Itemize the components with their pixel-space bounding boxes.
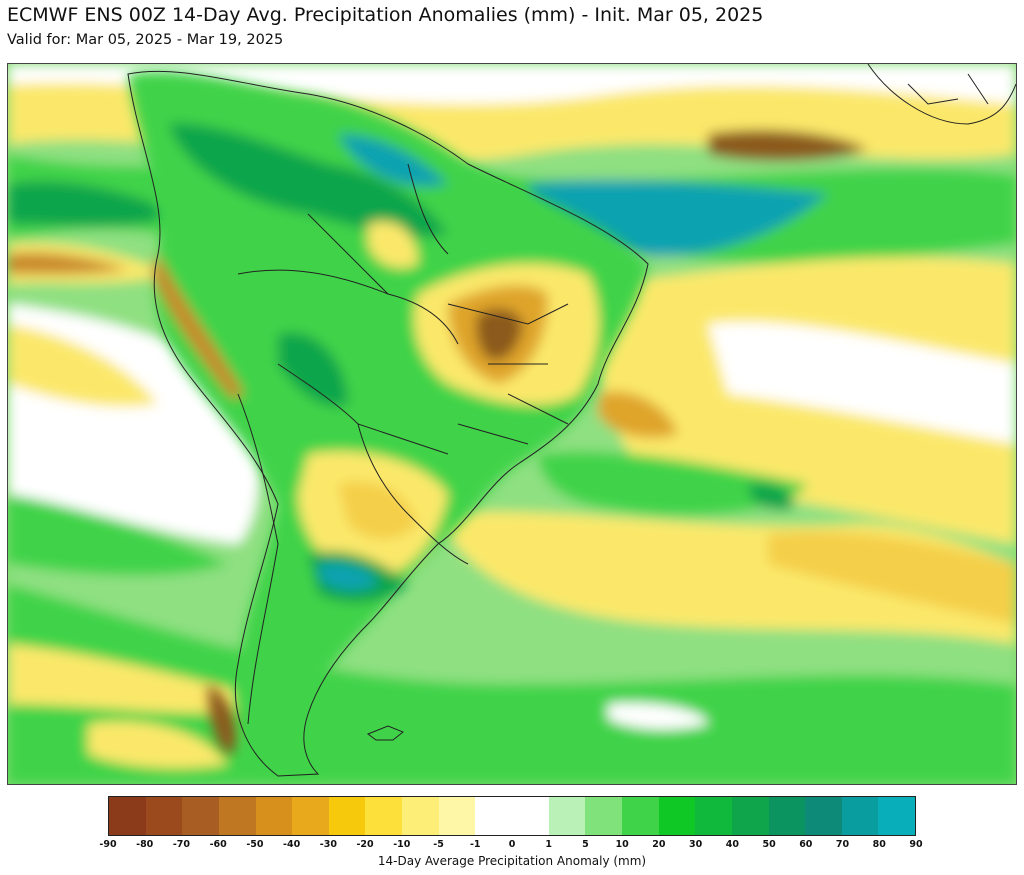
colorbar-cell	[328, 797, 366, 835]
colorbar-tick-label: -5	[433, 839, 444, 850]
colorbar-tick-label: 20	[652, 839, 666, 850]
dry-strong-atlantic-north	[708, 129, 868, 161]
border-chile-argentina	[237, 393, 279, 725]
dry-cape-horn-west	[88, 721, 228, 769]
country-borders	[127, 64, 1016, 777]
colorbar-cell	[109, 797, 146, 835]
dry-medium-uruguay	[338, 481, 418, 539]
colorbar-cells	[108, 796, 916, 836]
colorbar-cell	[731, 797, 769, 835]
colorbar-tick-label: -90	[99, 839, 117, 850]
neutral-atlantic	[708, 322, 1016, 444]
colorbar-cell	[402, 797, 439, 835]
dry-strong-patagonia-coast	[208, 684, 237, 754]
map-title: ECMWF ENS 00Z 14-Day Avg. Precipitation …	[7, 4, 764, 26]
dry-atlantic-coast	[598, 391, 678, 438]
colorbar-cell	[878, 797, 916, 835]
wet-strong-amazon-north	[168, 123, 448, 237]
colorbar-tick-label: 40	[725, 839, 739, 850]
wet-south-atlantic-cells	[538, 451, 808, 516]
border-venezuela-brazil	[407, 163, 449, 255]
dry-light-pacific	[8, 324, 158, 407]
colorbar-cell	[585, 797, 622, 835]
south-america-wet	[128, 71, 648, 776]
border-brazil-peru-bolivia	[237, 269, 459, 345]
dry-medium-south-atlantic	[768, 531, 1016, 624]
colorbar-ticks: -90 -80 -70 -60 -50 -40 -30 -20 -10 -5 -1 0 1 5 10 20 30…	[99, 839, 922, 853]
wet-max-guianas	[338, 134, 448, 187]
colorbar-tick-label: -50	[246, 839, 264, 850]
colorbar-tick-label: -10	[393, 839, 411, 850]
colorbar-tick-label: -1	[469, 839, 481, 850]
colorbar-cell	[438, 797, 476, 835]
colorbar-tick-label: 70	[835, 839, 850, 850]
colorbar-cell	[841, 797, 879, 835]
wet-strong-south-atlantic-cell	[748, 483, 794, 511]
colorbar-tick-label: 0	[508, 839, 516, 850]
colorbar-tick-label: 10	[615, 839, 629, 850]
colorbar-tick-label: -20	[356, 839, 374, 850]
colorbar-tick-label: 30	[689, 839, 703, 850]
precipitation-anomaly-map	[7, 63, 1017, 785]
colorbar-cell	[548, 797, 586, 835]
colorbar-label: 14-Day Average Precipitation Anomaly (mm…	[377, 854, 647, 868]
colorbar-cell	[182, 797, 219, 835]
colorbar-tick-label: -40	[283, 839, 301, 850]
wet-max-argentina	[318, 562, 378, 591]
wet-strong-pacific-itcz	[8, 181, 178, 227]
dry-light-amazon-patch	[368, 221, 418, 268]
valid-dates-subtitle: Valid for: Mar 05, 2025 - Mar 19, 2025	[7, 32, 284, 48]
colorbar-tick-label: 50	[762, 839, 776, 850]
colorbar-tick-label: 5	[582, 839, 589, 850]
colorbar: -90 -80 -70 -60 -50 -40 -30 -20 -10 -5 -1 0 1 5 10 20 30…	[99, 796, 923, 850]
dry-strong-brazil-core	[476, 308, 523, 361]
map-canvas	[8, 64, 1016, 784]
colorbar-cell	[475, 797, 513, 835]
colorbar-cell	[658, 797, 696, 835]
colorbar-cell	[695, 797, 732, 835]
colorbar-tick-label: -30	[319, 839, 337, 850]
colorbar-cell	[365, 797, 403, 835]
dry-strong-pacific-strip	[8, 252, 128, 275]
colorbar-tick-label: 60	[799, 839, 813, 850]
colorbar-cell	[805, 797, 842, 835]
border-uruguay	[407, 513, 469, 565]
colorbar-tick-label: -80	[136, 839, 154, 850]
colorbar-tick-label: 1	[545, 839, 553, 850]
colorbar-tick-label: -60	[209, 839, 227, 850]
falkland-islands	[366, 725, 404, 741]
border-bolivia-paraguay	[277, 363, 449, 455]
colorbar-tick-label: -70	[172, 839, 191, 850]
colorbar-cell	[255, 797, 293, 835]
colorbar-cell	[768, 797, 806, 835]
colorbar-cell	[512, 797, 549, 835]
neutral-southern-ocean-patch	[608, 703, 708, 730]
wet-strong-bolivia	[278, 332, 348, 407]
continent-outline	[127, 70, 649, 777]
colorbar-cell	[292, 797, 329, 835]
africa-coast	[867, 64, 1016, 125]
dry-andes-streak	[153, 254, 243, 399]
colorbar-tick-label: 90	[909, 839, 923, 850]
border-colombia-brazil	[307, 213, 389, 295]
africa-borders	[907, 73, 989, 105]
colorbar-cell	[621, 797, 659, 835]
brazil-state-borders	[447, 303, 569, 445]
colorbar-cell	[145, 797, 183, 835]
colorbar-tick-label: 80	[872, 839, 886, 850]
wet-southwest-pacific	[8, 494, 228, 576]
colorbar-cell	[218, 797, 256, 835]
border-paraguay-argentina	[357, 423, 409, 515]
